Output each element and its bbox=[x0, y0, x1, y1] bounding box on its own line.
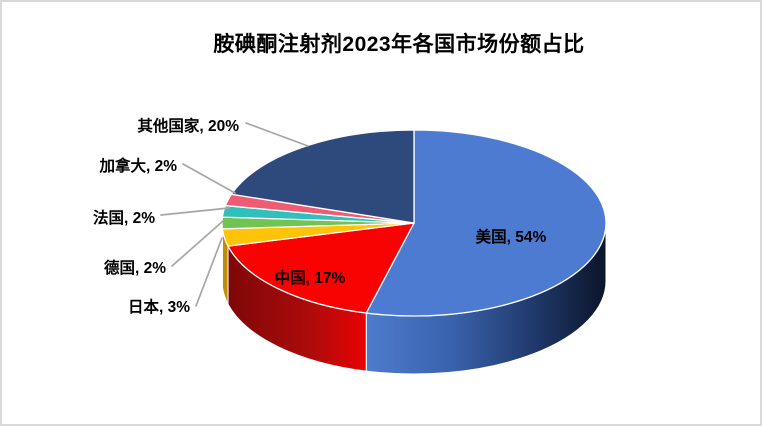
slice-label-0: 美国, 54% bbox=[476, 227, 547, 246]
slice-label-1: 中国, 17% bbox=[275, 268, 346, 287]
pie-slice-6 bbox=[230, 129, 415, 224]
slice-label-3: 德国, 2% bbox=[104, 258, 166, 277]
leader-line-5 bbox=[182, 163, 236, 194]
slice-label-2: 日本, 3% bbox=[128, 297, 190, 316]
slice-label-4: 法国, 2% bbox=[93, 208, 155, 227]
leader-line-6 bbox=[245, 122, 309, 147]
slice-label-5: 加拿大, 2% bbox=[98, 156, 177, 175]
leader-line-4 bbox=[160, 207, 230, 216]
pie-slice-1 bbox=[227, 222, 415, 314]
leader-line-2 bbox=[195, 237, 223, 307]
chart-title: 胺碘酮注射剂2023年各国市场份额占比 bbox=[213, 33, 585, 56]
leader-line-3 bbox=[171, 220, 224, 267]
pie-slice-0 bbox=[365, 129, 607, 317]
slice-label-6: 其他国家, 20% bbox=[137, 116, 239, 135]
